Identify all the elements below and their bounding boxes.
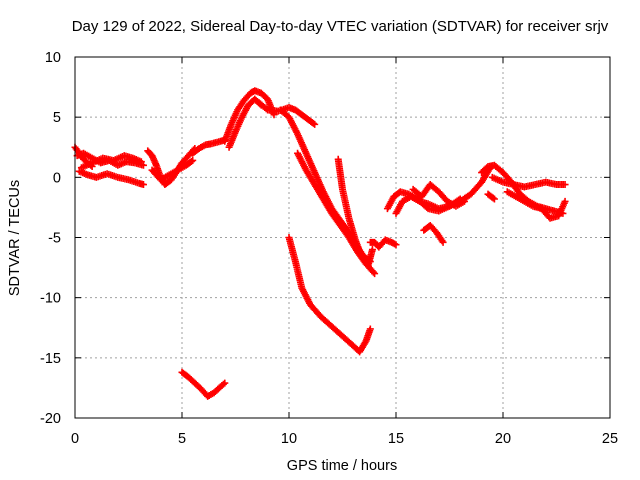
data-point (366, 325, 374, 333)
series-arc-8 (366, 236, 400, 251)
series-arc-10d (484, 190, 498, 203)
data-series (71, 87, 569, 400)
data-point (561, 181, 569, 189)
axis-ticks: 0 5 10 15 20 25 -20 -15 -10 -5 0 5 10 (40, 50, 618, 447)
data-point (391, 240, 399, 248)
data-point (561, 197, 569, 205)
data-point (490, 195, 498, 203)
y-tick-label: -20 (40, 411, 61, 427)
y-tick-label: 5 (53, 110, 61, 126)
data-point (137, 158, 145, 166)
data-point (439, 238, 447, 246)
y-axis-label: SDTVAR / TECUs (7, 180, 23, 296)
data-point (489, 194, 497, 202)
data-point (262, 105, 270, 113)
data-point (368, 246, 376, 254)
y-tick-label: -5 (48, 231, 61, 247)
x-tick-label: 10 (281, 431, 297, 447)
x-tick-label: 25 (602, 431, 618, 447)
data-point (88, 163, 96, 171)
data-point (392, 241, 400, 249)
data-point (87, 161, 95, 169)
series-arc-10b (488, 173, 569, 191)
x-tick-label: 15 (388, 431, 404, 447)
series-arc-4b (225, 95, 265, 151)
series-arc-9c (409, 181, 468, 210)
series-arc-2b (148, 156, 197, 184)
x-tick-label: 0 (71, 431, 79, 447)
x-tick-label: 5 (178, 431, 186, 447)
series-arc-low (178, 368, 229, 400)
data-point (139, 181, 147, 189)
series-arc-4a (221, 87, 278, 145)
chart-title: Day 129 of 2022, Sidereal Day-to-day VTE… (72, 18, 609, 35)
data-point (139, 161, 147, 169)
series-arc-1b (75, 167, 147, 189)
data-point (221, 379, 229, 387)
y-tick-label: 10 (45, 50, 61, 66)
data-point (189, 156, 197, 164)
data-point (311, 120, 319, 128)
data-point (460, 197, 468, 205)
series-arc-1d (71, 143, 96, 171)
series-arc-10c (503, 188, 569, 222)
data-point (369, 268, 377, 276)
y-tick-label: 0 (53, 170, 61, 186)
series-arc-3 (189, 136, 229, 157)
series-arc-2 (144, 144, 199, 189)
data-point (187, 157, 195, 165)
x-tick-label: 20 (495, 431, 511, 447)
y-tick-label: -15 (40, 351, 61, 367)
series-arc-9d (420, 221, 447, 246)
y-tick-label: -10 (40, 291, 61, 307)
grid (75, 57, 610, 418)
series-arc-7 (285, 234, 374, 356)
data-point (371, 270, 379, 278)
x-axis-label: GPS time / hours (287, 458, 397, 474)
data-point (219, 380, 227, 388)
data-point (309, 119, 317, 127)
series-arc-6c (334, 155, 376, 269)
